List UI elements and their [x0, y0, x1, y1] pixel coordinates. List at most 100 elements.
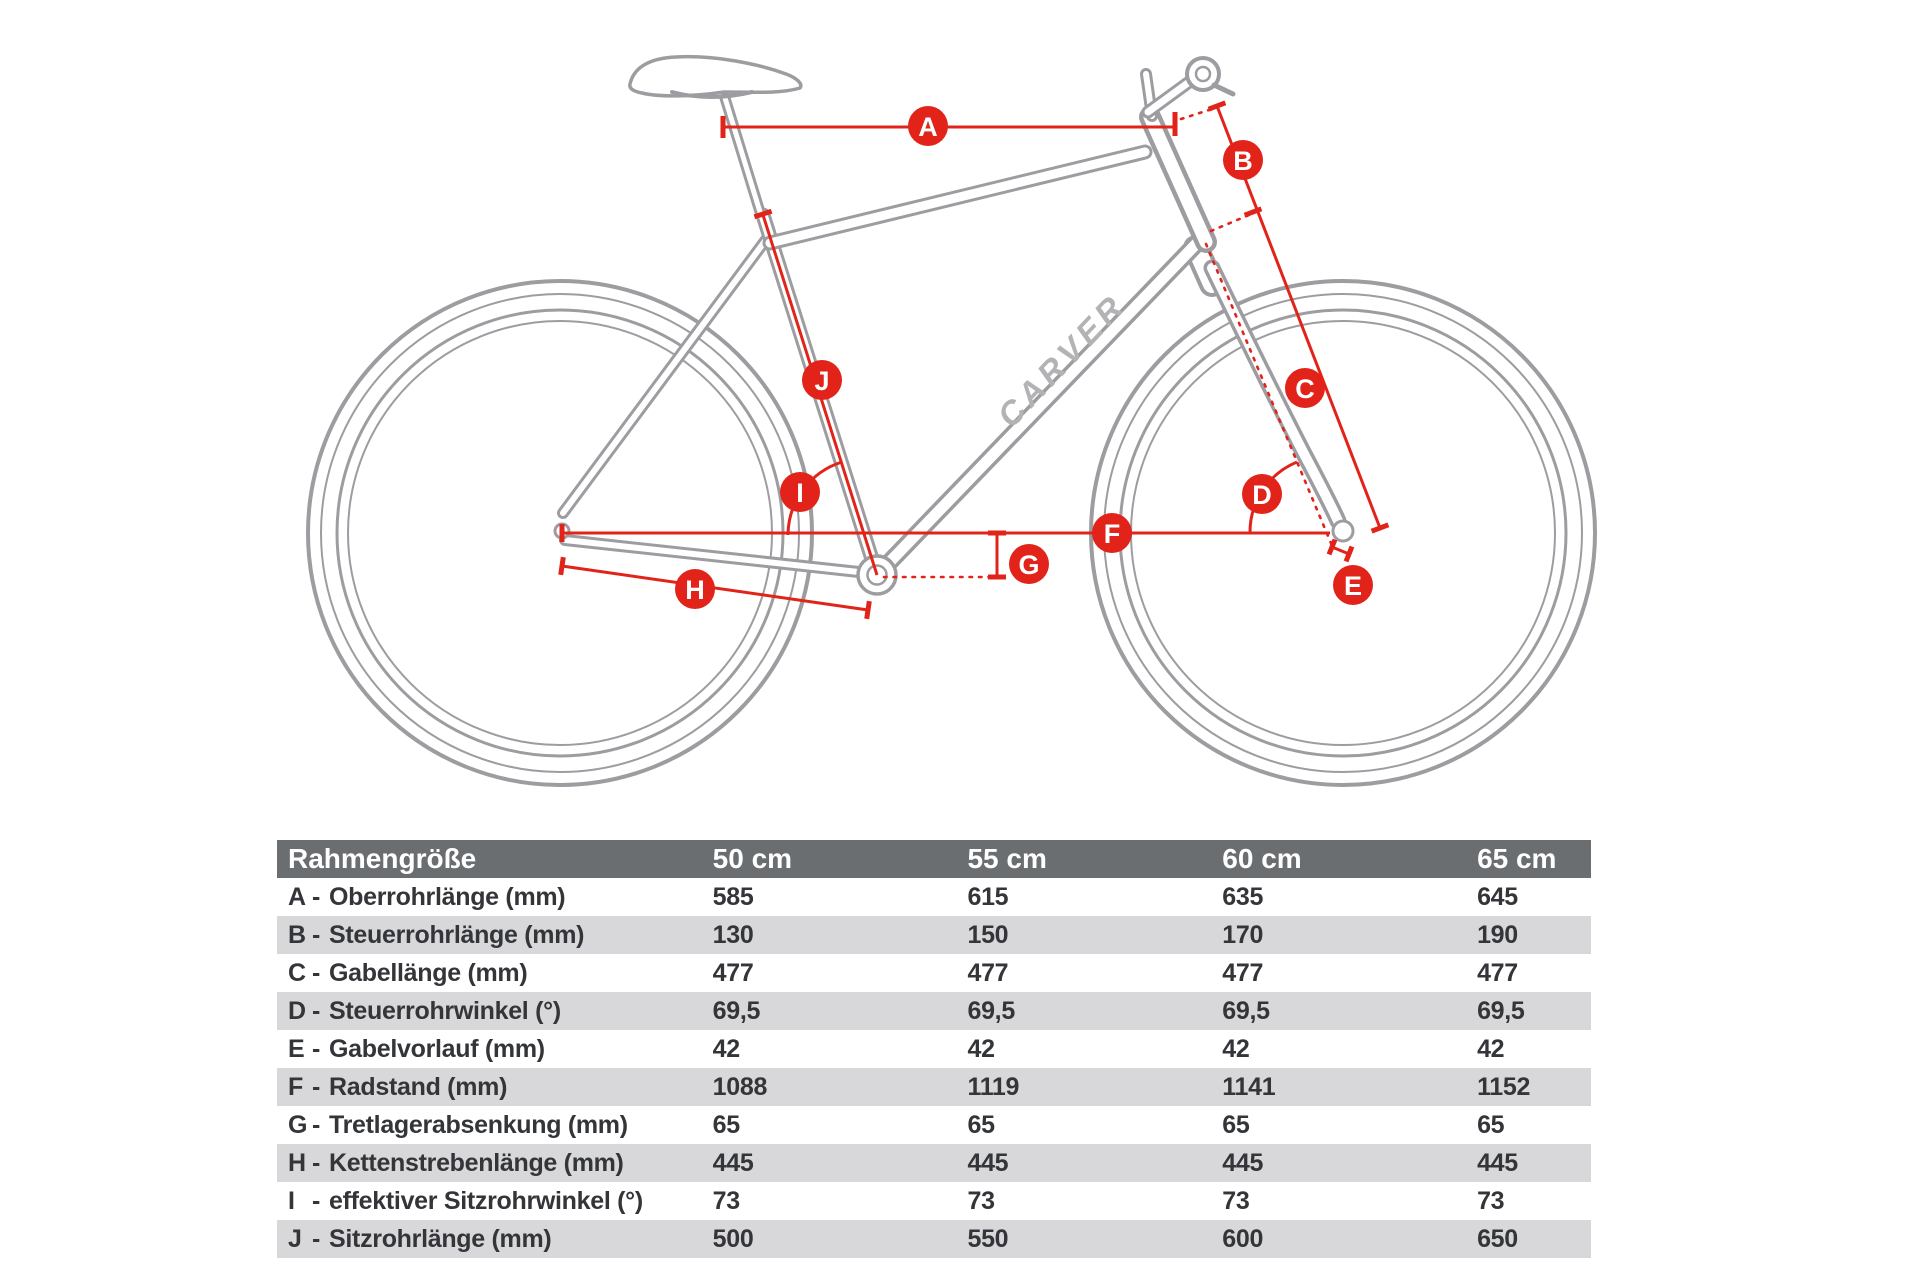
geometry-table: Rahmengröße 50 cm 55 cm 60 cm 65 cm A - Ob… — [277, 840, 1591, 1258]
marker-h: H — [675, 569, 715, 609]
dimension-line-f — [559, 524, 1330, 542]
row-letter: C — [288, 959, 306, 987]
cell-value: 73 — [967, 1187, 995, 1215]
cell-value: 635 — [1222, 883, 1264, 911]
row-letter: B — [288, 921, 306, 949]
cell-value: 445 — [712, 1149, 754, 1177]
row-separator: - — [312, 1073, 321, 1101]
marker-i: I — [780, 472, 820, 512]
cell-value: 69,5 — [1222, 997, 1270, 1025]
header-col-55cm: 55 cm — [967, 843, 1047, 874]
cell-value: 477 — [1477, 959, 1518, 987]
cell-value: 1141 — [1222, 1073, 1276, 1101]
cell-value: 65 — [1477, 1111, 1505, 1139]
cell-value: 69,5 — [967, 997, 1015, 1025]
dimension-line-h — [558, 556, 872, 620]
cell-value: 550 — [967, 1225, 1009, 1253]
brand-logo: CARVER — [990, 286, 1133, 434]
saddle — [628, 54, 803, 98]
table-row: A - Oberrohrlänge (mm) 585 615 635 645 — [277, 878, 1591, 916]
table-row: C - Gabellänge (mm) 477 477 477 477 — [277, 954, 1591, 992]
row-name: Gabellänge (mm) — [329, 959, 528, 987]
cell-value: 65 — [967, 1111, 995, 1139]
row-name: Tretlagerabsenkung (mm) — [329, 1111, 628, 1139]
row-letter: H — [288, 1149, 306, 1177]
row-separator: - — [312, 1149, 321, 1177]
svg-text:D: D — [1252, 480, 1272, 510]
header-col-65cm: 65 cm — [1477, 843, 1557, 874]
row-letter: I — [288, 1187, 295, 1215]
svg-text:B: B — [1233, 146, 1253, 176]
cell-value: 445 — [967, 1149, 1009, 1177]
cell-value: 585 — [712, 883, 754, 911]
svg-text:I: I — [796, 478, 804, 508]
row-separator: - — [312, 959, 321, 987]
cell-value: 650 — [1477, 1225, 1518, 1253]
front-hub — [1331, 519, 1355, 543]
cell-value: 42 — [1477, 1035, 1505, 1063]
cell-value: 500 — [712, 1225, 754, 1253]
cell-value: 477 — [1222, 959, 1264, 987]
svg-text:E: E — [1344, 571, 1362, 601]
cell-value: 42 — [712, 1035, 741, 1063]
bike-diagram: CARVER — [306, 54, 1597, 787]
dimension-line-a — [720, 107, 1214, 138]
row-separator: - — [312, 883, 321, 911]
row-separator: - — [312, 997, 321, 1025]
svg-text:A: A — [918, 112, 938, 142]
cockpit — [628, 54, 1236, 218]
cell-value: 150 — [967, 921, 1009, 949]
cell-value: 65 — [712, 1111, 741, 1139]
row-separator: - — [312, 1225, 321, 1253]
row-name: Kettenstrebenlänge (mm) — [329, 1149, 624, 1177]
cell-value: 615 — [967, 883, 1009, 911]
svg-text:F: F — [1104, 519, 1121, 549]
dimension-markers: A B C D E F G H I J — [675, 106, 1373, 609]
cell-value: 445 — [1222, 1149, 1264, 1177]
cell-value: 190 — [1477, 921, 1518, 949]
table-row: H - Kettenstrebenlänge (mm) 445 445 445 44… — [277, 1144, 1591, 1182]
table-row: J - Sitzrohrlänge (mm) 500 550 600 650 — [277, 1220, 1591, 1258]
row-name: Oberrohrlänge (mm) — [329, 883, 566, 911]
cell-value: 42 — [1222, 1035, 1250, 1063]
dimension-line-g — [882, 530, 1006, 580]
cell-value: 69,5 — [712, 997, 761, 1025]
row-letter: F — [288, 1073, 303, 1101]
cell-value: 130 — [712, 921, 754, 949]
header-col-60cm: 60 cm — [1222, 843, 1302, 874]
cell-value: 1152 — [1477, 1073, 1531, 1101]
cell-value: 73 — [1222, 1187, 1250, 1215]
marker-j: J — [802, 360, 842, 400]
row-letter: A — [288, 883, 306, 911]
svg-text:H: H — [685, 575, 705, 605]
row-letter: D — [288, 997, 306, 1025]
row-name: Steuerrohrwinkel (°) — [329, 997, 561, 1025]
row-separator: - — [312, 1035, 321, 1063]
row-name: Radstand (mm) — [329, 1073, 508, 1101]
row-name: Sitzrohrlänge (mm) — [329, 1225, 552, 1253]
dimension-annotations — [558, 100, 1390, 620]
marker-c: C — [1285, 368, 1325, 408]
row-name: effektiver Sitzrohrwinkel (°) — [329, 1187, 643, 1215]
svg-text:G: G — [1018, 550, 1039, 580]
dimension-line-e — [1326, 538, 1355, 563]
row-name: Gabelvorlauf (mm) — [329, 1035, 545, 1063]
header-frame-size: Rahmengröße — [288, 843, 477, 874]
row-letter: J — [288, 1225, 302, 1253]
row-separator: - — [312, 1111, 321, 1139]
row-separator: - — [312, 921, 321, 949]
cell-value: 645 — [1477, 883, 1518, 911]
table-row: I - effektiver Sitzrohrwinkel (°) 73 73 73… — [277, 1182, 1591, 1220]
frame — [553, 106, 1355, 596]
table-row: G - Tretlagerabsenkung (mm) 65 65 65 65 — [277, 1106, 1591, 1144]
steering-axis — [1204, 242, 1335, 550]
cell-value: 600 — [1222, 1225, 1264, 1253]
cell-value: 1088 — [712, 1073, 768, 1101]
cell-value: 65 — [1222, 1111, 1250, 1139]
cell-value: 170 — [1222, 921, 1264, 949]
table-row: E - Gabelvorlauf (mm) 42 42 42 42 — [277, 1030, 1591, 1068]
marker-b: B — [1223, 140, 1263, 180]
cell-value: 73 — [1477, 1187, 1505, 1215]
table-row: B - Steuerrohrlänge (mm) 130 150 170 190 — [277, 916, 1591, 954]
